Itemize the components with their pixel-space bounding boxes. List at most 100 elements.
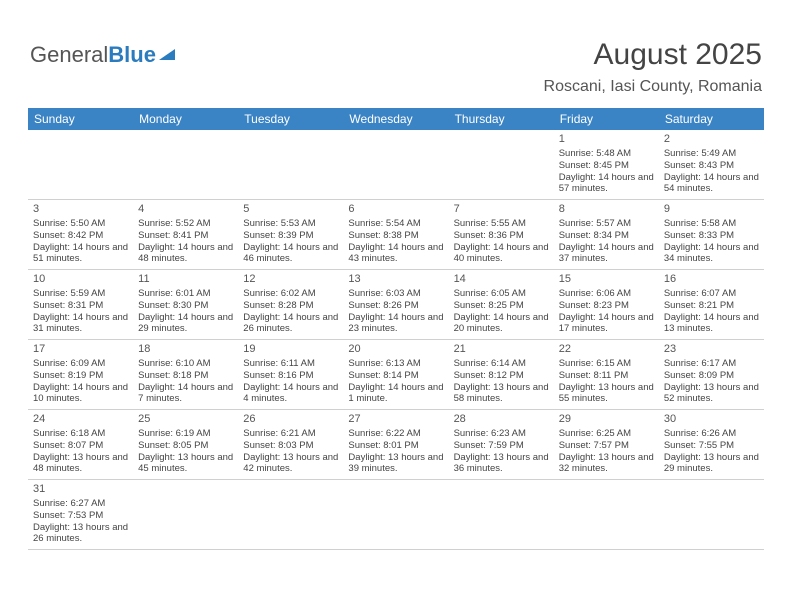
calendar-week-row: 17Sunrise: 6:09 AMSunset: 8:19 PMDayligh… <box>28 340 764 410</box>
calendar-day-cell: 10Sunrise: 5:59 AMSunset: 8:31 PMDayligh… <box>28 270 133 340</box>
calendar-day-cell: 27Sunrise: 6:22 AMSunset: 8:01 PMDayligh… <box>343 410 448 480</box>
sunset-text: Sunset: 8:09 PM <box>664 370 759 382</box>
daylight-text: Daylight: 13 hours and 48 minutes. <box>33 452 128 476</box>
sunrise-text: Sunrise: 6:17 AM <box>664 358 759 370</box>
day-number: 21 <box>454 343 549 357</box>
calendar-week-row: 10Sunrise: 5:59 AMSunset: 8:31 PMDayligh… <box>28 270 764 340</box>
day-number: 17 <box>33 343 128 357</box>
day-number: 10 <box>33 273 128 287</box>
logo-text-2: Blue <box>108 42 156 68</box>
sunset-text: Sunset: 8:28 PM <box>243 300 338 312</box>
calendar-empty-cell <box>133 480 238 550</box>
sunset-text: Sunset: 8:01 PM <box>348 440 443 452</box>
daylight-text: Daylight: 14 hours and 29 minutes. <box>138 312 233 336</box>
calendar-empty-cell <box>659 480 764 550</box>
sunrise-text: Sunrise: 5:50 AM <box>33 218 128 230</box>
calendar-day-cell: 6Sunrise: 5:54 AMSunset: 8:38 PMDaylight… <box>343 200 448 270</box>
sunrise-text: Sunrise: 6:01 AM <box>138 288 233 300</box>
calendar-day-cell: 4Sunrise: 5:52 AMSunset: 8:41 PMDaylight… <box>133 200 238 270</box>
daylight-text: Daylight: 13 hours and 55 minutes. <box>559 382 654 406</box>
day-header: Friday <box>554 108 659 130</box>
daylight-text: Daylight: 14 hours and 40 minutes. <box>454 242 549 266</box>
calendar-day-cell: 31Sunrise: 6:27 AMSunset: 7:53 PMDayligh… <box>28 480 133 550</box>
sunrise-text: Sunrise: 5:53 AM <box>243 218 338 230</box>
day-header: Thursday <box>449 108 554 130</box>
sunset-text: Sunset: 7:59 PM <box>454 440 549 452</box>
daylight-text: Daylight: 14 hours and 57 minutes. <box>559 172 654 196</box>
day-number: 20 <box>348 343 443 357</box>
page-title: August 2025 <box>594 38 762 72</box>
day-number: 29 <box>559 413 654 427</box>
day-number: 8 <box>559 203 654 217</box>
calendar-empty-cell <box>238 480 343 550</box>
daylight-text: Daylight: 13 hours and 29 minutes. <box>664 452 759 476</box>
daylight-text: Daylight: 14 hours and 37 minutes. <box>559 242 654 266</box>
calendar-day-cell: 14Sunrise: 6:05 AMSunset: 8:25 PMDayligh… <box>449 270 554 340</box>
sunrise-text: Sunrise: 6:06 AM <box>559 288 654 300</box>
day-number: 24 <box>33 413 128 427</box>
day-number: 5 <box>243 203 338 217</box>
day-number: 28 <box>454 413 549 427</box>
daylight-text: Daylight: 14 hours and 13 minutes. <box>664 312 759 336</box>
calendar-header-row: Sunday Monday Tuesday Wednesday Thursday… <box>28 108 764 130</box>
daylight-text: Daylight: 13 hours and 36 minutes. <box>454 452 549 476</box>
day-number: 4 <box>138 203 233 217</box>
sunset-text: Sunset: 8:38 PM <box>348 230 443 242</box>
sunset-text: Sunset: 8:12 PM <box>454 370 549 382</box>
day-number: 3 <box>33 203 128 217</box>
sunset-text: Sunset: 8:16 PM <box>243 370 338 382</box>
sunset-text: Sunset: 8:42 PM <box>33 230 128 242</box>
sunrise-text: Sunrise: 5:57 AM <box>559 218 654 230</box>
sunset-text: Sunset: 8:11 PM <box>559 370 654 382</box>
sunset-text: Sunset: 8:45 PM <box>559 160 654 172</box>
daylight-text: Daylight: 14 hours and 17 minutes. <box>559 312 654 336</box>
calendar-empty-cell <box>343 130 448 200</box>
sunset-text: Sunset: 8:36 PM <box>454 230 549 242</box>
sunset-text: Sunset: 8:31 PM <box>33 300 128 312</box>
calendar-empty-cell <box>449 130 554 200</box>
sunset-text: Sunset: 8:41 PM <box>138 230 233 242</box>
sunrise-text: Sunrise: 5:58 AM <box>664 218 759 230</box>
day-number: 9 <box>664 203 759 217</box>
sunset-text: Sunset: 8:21 PM <box>664 300 759 312</box>
daylight-text: Daylight: 13 hours and 42 minutes. <box>243 452 338 476</box>
calendar-day-cell: 21Sunrise: 6:14 AMSunset: 8:12 PMDayligh… <box>449 340 554 410</box>
daylight-text: Daylight: 13 hours and 52 minutes. <box>664 382 759 406</box>
calendar-day-cell: 22Sunrise: 6:15 AMSunset: 8:11 PMDayligh… <box>554 340 659 410</box>
day-number: 26 <box>243 413 338 427</box>
day-header: Monday <box>133 108 238 130</box>
calendar-day-cell: 24Sunrise: 6:18 AMSunset: 8:07 PMDayligh… <box>28 410 133 480</box>
sunset-text: Sunset: 8:14 PM <box>348 370 443 382</box>
daylight-text: Daylight: 13 hours and 26 minutes. <box>33 522 128 546</box>
daylight-text: Daylight: 14 hours and 51 minutes. <box>33 242 128 266</box>
calendar-day-cell: 1Sunrise: 5:48 AMSunset: 8:45 PMDaylight… <box>554 130 659 200</box>
daylight-text: Daylight: 14 hours and 10 minutes. <box>33 382 128 406</box>
sunrise-text: Sunrise: 6:02 AM <box>243 288 338 300</box>
calendar-day-cell: 20Sunrise: 6:13 AMSunset: 8:14 PMDayligh… <box>343 340 448 410</box>
calendar-day-cell: 25Sunrise: 6:19 AMSunset: 8:05 PMDayligh… <box>133 410 238 480</box>
logo-text-1: General <box>30 42 108 68</box>
calendar-day-cell: 17Sunrise: 6:09 AMSunset: 8:19 PMDayligh… <box>28 340 133 410</box>
daylight-text: Daylight: 14 hours and 31 minutes. <box>33 312 128 336</box>
sunrise-text: Sunrise: 5:52 AM <box>138 218 233 230</box>
day-number: 11 <box>138 273 233 287</box>
day-number: 31 <box>33 483 128 497</box>
daylight-text: Daylight: 13 hours and 58 minutes. <box>454 382 549 406</box>
sunset-text: Sunset: 8:03 PM <box>243 440 338 452</box>
sunrise-text: Sunrise: 6:03 AM <box>348 288 443 300</box>
daylight-text: Daylight: 14 hours and 4 minutes. <box>243 382 338 406</box>
sunrise-text: Sunrise: 6:15 AM <box>559 358 654 370</box>
sunrise-text: Sunrise: 6:19 AM <box>138 428 233 440</box>
day-number: 18 <box>138 343 233 357</box>
calendar-day-cell: 19Sunrise: 6:11 AMSunset: 8:16 PMDayligh… <box>238 340 343 410</box>
sunrise-text: Sunrise: 6:11 AM <box>243 358 338 370</box>
calendar-week-row: 24Sunrise: 6:18 AMSunset: 8:07 PMDayligh… <box>28 410 764 480</box>
day-number: 27 <box>348 413 443 427</box>
location-subtitle: Roscani, Iasi County, Romania <box>544 78 762 96</box>
sunset-text: Sunset: 7:55 PM <box>664 440 759 452</box>
calendar-day-cell: 28Sunrise: 6:23 AMSunset: 7:59 PMDayligh… <box>449 410 554 480</box>
day-number: 13 <box>348 273 443 287</box>
day-number: 7 <box>454 203 549 217</box>
sunset-text: Sunset: 8:30 PM <box>138 300 233 312</box>
sunset-text: Sunset: 8:18 PM <box>138 370 233 382</box>
